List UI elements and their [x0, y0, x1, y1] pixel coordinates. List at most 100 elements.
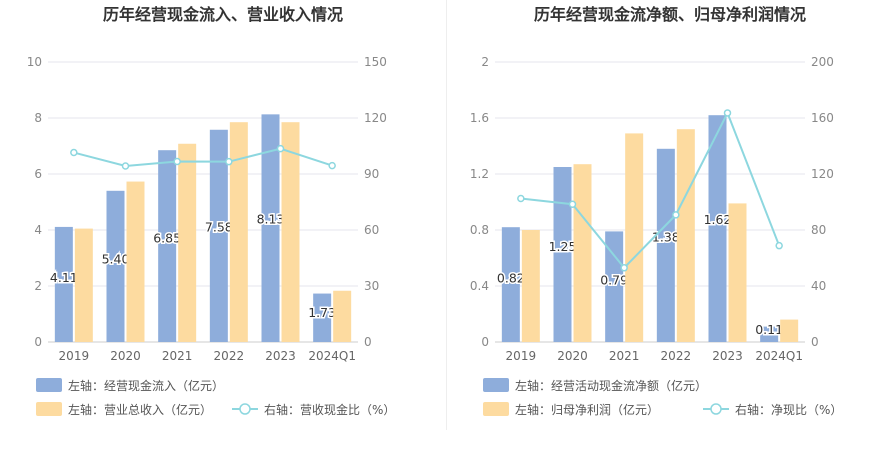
- x-tick-label: 2021: [162, 349, 193, 363]
- bar: [676, 129, 695, 342]
- x-tick-label: 2020: [557, 349, 588, 363]
- bar-data-label: 4.11: [50, 270, 78, 285]
- y-right-tick-label: 0: [811, 335, 819, 349]
- legend-swatch: [36, 402, 62, 416]
- bar: [708, 115, 727, 342]
- x-tick-label: 2023: [265, 349, 296, 363]
- y-left-tick-label: 1.6: [470, 111, 489, 125]
- y-left-tick-label: 2: [34, 279, 42, 293]
- line-point: [568, 200, 577, 208]
- line-point: [672, 211, 680, 219]
- bar: [209, 129, 228, 342]
- series-line: [73, 147, 333, 167]
- legend-swatch: [483, 402, 509, 416]
- bar: [158, 150, 177, 342]
- line-point: [173, 157, 181, 166]
- bar: [106, 190, 125, 342]
- bar-data-label: 1.62: [704, 212, 732, 227]
- y-left-tick-label: 0.4: [470, 279, 489, 293]
- y-right-tick-label: 150: [364, 55, 387, 69]
- line-point: [620, 264, 628, 272]
- bar: [126, 181, 145, 342]
- y-right-tick-label: 120: [811, 167, 834, 181]
- legend-line-marker: [239, 403, 251, 415]
- x-tick-label: 2021: [609, 349, 640, 363]
- x-tick-label: 2024Q1: [755, 349, 803, 363]
- y-right-tick-label: 80: [811, 223, 826, 237]
- bar: [54, 226, 73, 342]
- bar: [760, 326, 779, 342]
- line-point: [723, 109, 732, 117]
- chart-panel-cash-inflow-revenue: 历年经营现金流入、营业收入情况 0 2 4 6 8 10 0 30 60 90 120 150 2019 2…: [0, 0, 446, 458]
- y-right-tick-label: 160: [811, 111, 834, 125]
- line-point: [775, 241, 783, 250]
- legend-label: 右轴：营收现金比（%）: [264, 402, 395, 417]
- bar-data-label: 1.38: [652, 230, 680, 245]
- legend-label: 左轴：经营活动现金流净额（亿元）: [515, 378, 707, 393]
- line-point: [70, 148, 78, 157]
- x-tick-label: 2019: [59, 349, 90, 363]
- bar-data-label: 6.85: [153, 230, 181, 245]
- y-left-tick-label: 4: [34, 223, 42, 237]
- chart-svg-net-cash-profit: 历年经营现金流净额、归母净利润情况00.40.81.21.62040801201…: [470, 5, 843, 417]
- bar: [229, 122, 248, 342]
- bar: [313, 293, 332, 342]
- y-left-tick-label: 6: [34, 167, 42, 181]
- x-tick-label: 2019: [506, 349, 537, 363]
- y-left-tick-label: 10: [27, 55, 42, 69]
- y-left-tick-label: 2: [481, 55, 489, 69]
- y-right-tick-label: 120: [364, 111, 387, 125]
- legend-label: 右轴：净现比（%）: [735, 402, 842, 417]
- bar: [605, 231, 624, 342]
- line-point: [121, 162, 130, 170]
- y-right-tick-label: 200: [811, 55, 834, 69]
- series-line: [520, 110, 781, 270]
- bar-data-label: 7.58: [205, 220, 233, 235]
- x-tick-label: 2022: [214, 349, 245, 363]
- bar-data-label: 0.82: [497, 270, 525, 285]
- bar: [780, 319, 799, 342]
- bar: [501, 227, 520, 342]
- y-right-tick-label: 40: [811, 279, 826, 293]
- y-left-tick-label: 0: [481, 335, 489, 349]
- bar: [553, 167, 572, 342]
- bar: [178, 143, 197, 342]
- bar-data-label: 0.79: [600, 272, 628, 287]
- legend-swatch: [36, 378, 62, 392]
- bar-data-label: 8.13: [257, 212, 285, 227]
- legend-label: 左轴：归母净利润（亿元）: [515, 402, 659, 417]
- legend-line-marker: [710, 403, 722, 415]
- y-right-tick-label: 90: [364, 167, 379, 181]
- y-left-tick-label: 0: [34, 335, 42, 349]
- y-right-tick-label: 60: [364, 223, 379, 237]
- chart-title: 历年经营现金流入、营业收入情况: [103, 5, 343, 24]
- bar-data-label: 1.25: [549, 239, 577, 254]
- x-tick-label: 2023: [712, 349, 743, 363]
- y-left-tick-label: 8: [34, 111, 42, 125]
- bar: [656, 148, 675, 342]
- bar: [573, 164, 592, 342]
- line-point: [328, 161, 336, 170]
- line-point: [225, 157, 233, 166]
- bar: [74, 228, 93, 342]
- legend-label: 左轴：营业总收入（亿元）: [68, 402, 212, 417]
- bar: [521, 230, 540, 342]
- x-tick-label: 2024Q1: [308, 349, 356, 363]
- y-right-tick-label: 30: [364, 279, 379, 293]
- legend-label: 左轴：经营现金流入（亿元）: [68, 378, 224, 393]
- y-left-tick-label: 1.2: [470, 167, 489, 181]
- bar: [281, 122, 300, 342]
- y-left-tick-label: 0.8: [470, 223, 489, 237]
- chart-panel-net-cash-profit: 历年经营现金流净额、归母净利润情况 0 0.4 0.8 1.2 1.6 2 0 40 80 120 1…: [447, 0, 893, 458]
- chart-title: 历年经营现金流净额、归母净利润情况: [534, 5, 806, 24]
- x-tick-label: 2022: [661, 349, 692, 363]
- x-tick-label: 2020: [110, 349, 141, 363]
- line-point: [276, 144, 285, 153]
- bar: [728, 203, 747, 342]
- bar-data-label: 0.11: [755, 322, 783, 337]
- chart-svg-cash-inflow-revenue: 历年经营现金流入、营业收入情况 0 2 4 6 8 10 0 30 60 90 120 150 2019 2…: [27, 5, 396, 417]
- legend-swatch: [483, 378, 509, 392]
- bar: [625, 133, 644, 342]
- bar: [333, 290, 352, 342]
